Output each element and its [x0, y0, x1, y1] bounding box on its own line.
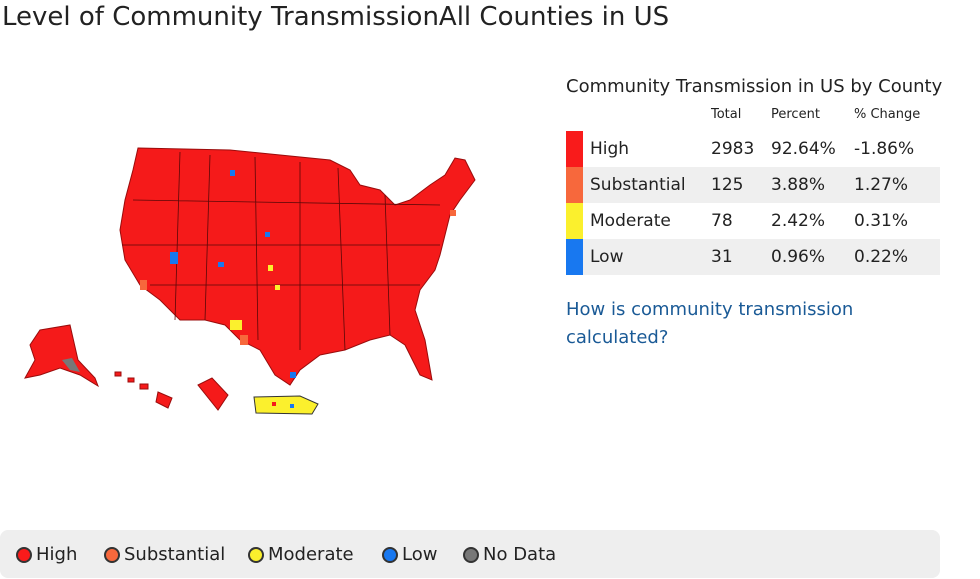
legend-label: Substantial: [124, 544, 226, 565]
table-cell: 78: [711, 211, 733, 231]
row-label: Low: [590, 247, 624, 267]
row-label: High: [590, 139, 630, 159]
help-link[interactable]: How is community transmission calculated…: [566, 299, 854, 348]
color-swatch: [566, 203, 583, 239]
table-cell: 0.31%: [854, 211, 909, 231]
table-cell: 1.27%: [854, 175, 909, 195]
legend-dot: [104, 546, 120, 563]
table-row: Low 31 0.96% 0.22%: [566, 239, 940, 275]
table-cell: 92.64%: [771, 139, 836, 159]
legend-item[interactable]: Low: [382, 544, 437, 565]
table-cell: 125: [711, 175, 744, 195]
page-title: Level of Community TransmissionAll Count…: [2, 2, 670, 32]
alaska-no-data: [62, 358, 80, 372]
pr-county: [290, 404, 294, 408]
table-cell: 0.22%: [854, 247, 909, 267]
legend-label: High: [36, 544, 78, 565]
guam[interactable]: [197, 377, 229, 411]
legend-item[interactable]: High: [16, 544, 77, 565]
table-title: Community Transmission in US by County: [566, 76, 943, 97]
table-cell: 31: [711, 247, 733, 267]
puerto-rico[interactable]: [253, 395, 319, 415]
alaska[interactable]: [24, 324, 99, 388]
legend-dot: [16, 546, 32, 563]
table-cell: 2.42%: [771, 211, 826, 231]
legend-item[interactable]: Moderate: [248, 544, 354, 565]
table-cell: 3.88%: [771, 175, 826, 195]
legend-label: Low: [402, 544, 438, 565]
color-swatch: [566, 131, 583, 167]
legend-item[interactable]: No Data: [463, 544, 556, 565]
legend: High Substantial Moderate Low No Data: [0, 530, 940, 578]
legend-dot: [463, 546, 479, 563]
color-swatch: [566, 167, 583, 203]
legend-dot: [382, 546, 398, 563]
county-highlights: [140, 170, 456, 378]
column-header: Percent: [771, 107, 820, 122]
column-header: % Change: [854, 107, 921, 122]
state-borders: [122, 151, 441, 351]
table-row: Substantial 125 3.88% 1.27%: [566, 167, 940, 203]
legend-label: Moderate: [268, 544, 354, 565]
row-label: Moderate: [590, 211, 671, 231]
table-row: High 2983 92.64% -1.86%: [566, 131, 940, 167]
map[interactable]: [0, 130, 500, 430]
row-label: Substantial: [590, 175, 686, 195]
color-swatch: [566, 239, 583, 275]
legend-item[interactable]: Substantial: [104, 544, 225, 565]
legend-label: No Data: [483, 544, 557, 565]
table-cell: 0.96%: [771, 247, 826, 267]
table-row: Moderate 78 2.42% 0.31%: [566, 203, 940, 239]
column-header: Total: [711, 107, 742, 122]
pr-county: [272, 402, 276, 406]
table-cell: -1.86%: [854, 139, 915, 159]
continental-us[interactable]: [119, 147, 476, 386]
hawaii[interactable]: [114, 371, 173, 409]
table-cell: 2983: [711, 139, 755, 159]
legend-dot: [248, 546, 264, 563]
